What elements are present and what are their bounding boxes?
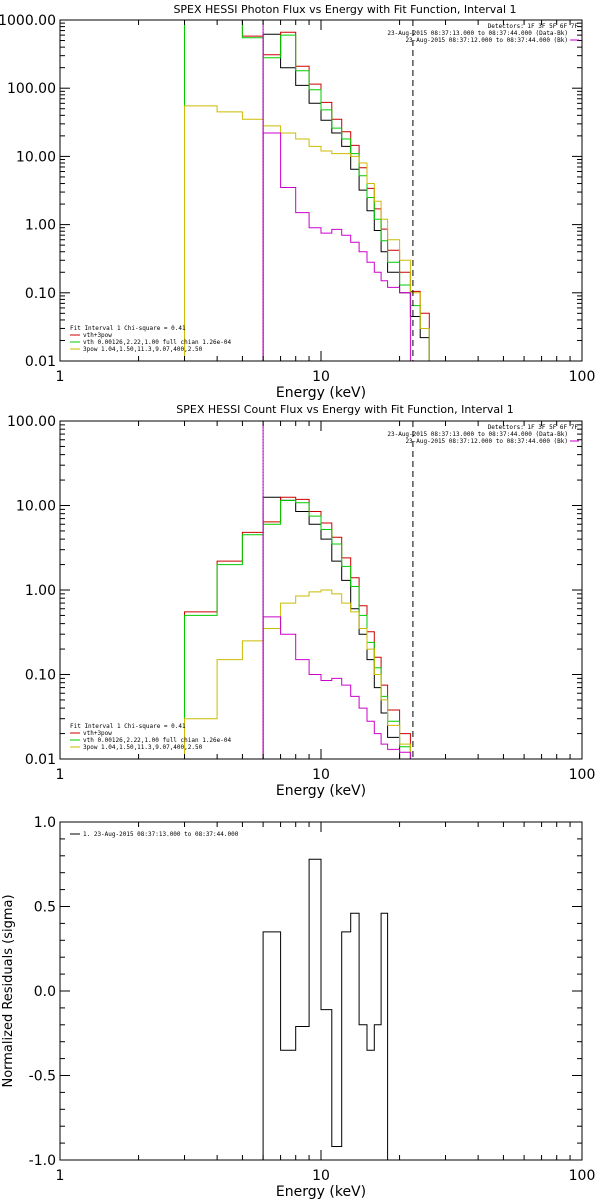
y-tick-label: 1.00 <box>25 583 56 599</box>
x-tick-label: 1 <box>56 369 65 385</box>
count-flux-title: SPEX HESSI Count Flux vs Energy with Fit… <box>176 403 513 416</box>
x-tick-label: 10 <box>312 1168 330 1184</box>
residuals-ticks <box>59 821 583 1161</box>
count-flux-info-block: Detectors: 1F 3F 5F 6F 7F 23-Aug-2015 08… <box>387 424 579 445</box>
y-tick-label: 1.0 <box>34 815 56 831</box>
x-tick-label: 1 <box>56 767 65 783</box>
time-label-data: 23-Aug-2015 08:37:13.000 to 08:37:44.000… <box>387 30 568 37</box>
legend-entry-vth3pow: vth+3pow <box>83 730 112 737</box>
count-flux-y-tick-labels: 0.01 0.10 1.00 10.00 100.00 <box>7 414 56 768</box>
y-tick-label: -0.5 <box>29 1069 56 1085</box>
photon-flux-x-axis-label: Energy (keV) <box>276 385 366 401</box>
legend-entry-vth: vth 0.00126,2.22,1.00 full chian 1.26e-0… <box>83 737 231 744</box>
series-residual-line <box>262 858 401 1160</box>
y-tick-label: 0.10 <box>25 286 56 302</box>
series-3pow-line <box>184 105 430 361</box>
time-label-data: 23-Aug-2015 08:37:13.000 to 08:37:44.000… <box>387 431 568 438</box>
legend-header: Fit Interval 1 Chi-square = 0.41 <box>70 325 186 332</box>
y-tick-label: 0.01 <box>25 354 56 370</box>
legend-entry-3pow: 3pow 1.04,1.50,11.3,9.07,400,2.50 <box>83 346 203 353</box>
series-data-bk-line <box>262 496 430 759</box>
x-tick-label: 100 <box>569 1168 596 1184</box>
photon-flux-legend: Fit Interval 1 Chi-square = 0.41 vth+3po… <box>70 325 231 353</box>
count-flux-x-axis-label: Energy (keV) <box>276 783 366 799</box>
count-flux-x-tick-labels: 1 10 100 <box>56 767 596 783</box>
x-tick-label: 100 <box>569 369 596 385</box>
series-bk-line <box>262 132 411 361</box>
photon-flux-y-tick-labels: 0.01 0.10 1.00 10.00 100.00 1000.00 <box>0 13 56 370</box>
series-3pow-line <box>184 589 430 759</box>
legend-entry-vth: vth 0.00126,2.22,1.00 full chian 1.26e-0… <box>83 339 231 346</box>
time-label-background: 23-Aug-2015 08:37:12.000 to 08:37:44.000… <box>405 37 568 44</box>
y-tick-label: 0.5 <box>34 900 56 916</box>
residuals-panel: -1.0 -0.5 0.0 0.5 1.0 1 10 100 Energy (k… <box>1 815 595 1200</box>
y-tick-label: 1000.00 <box>0 13 56 29</box>
photon-flux-ticks <box>59 19 583 362</box>
time-label-background: 23-Aug-2015 08:37:12.000 to 08:37:44.000… <box>405 438 568 445</box>
detectors-label: Detectors: 1F 3F 5F 6F 7F <box>488 23 579 30</box>
residuals-legend: 1. 23-Aug-2015 08:37:13.000 to 08:37:44.… <box>70 831 239 838</box>
x-tick-label: 10 <box>312 369 330 385</box>
y-tick-label: 100.00 <box>7 414 56 430</box>
residuals-legend-entry: 1. 23-Aug-2015 08:37:13.000 to 08:37:44.… <box>83 831 239 838</box>
photon-flux-title: SPEX HESSI Photon Flux vs Energy with Fi… <box>173 3 516 16</box>
y-tick-label: 0.0 <box>34 984 56 1000</box>
photon-flux-info-block: Detectors: 1F 3F 5F 6F 7F 23-Aug-2015 08… <box>387 23 579 44</box>
y-tick-label: 1.00 <box>25 218 56 234</box>
count-flux-legend: Fit Interval 1 Chi-square = 0.41 vth+3po… <box>70 723 231 751</box>
count-flux-panel: SPEX HESSI Count Flux vs Energy with Fit… <box>7 403 595 799</box>
photon-flux-series-layer <box>184 20 430 361</box>
y-tick-label: -1.0 <box>29 1153 56 1169</box>
detectors-label: Detectors: 1F 3F 5F 6F 7F <box>488 424 579 431</box>
legend-header: Fit Interval 1 Chi-square = 0.41 <box>70 723 186 730</box>
residuals-y-tick-labels: -1.0 -0.5 0.0 0.5 1.0 <box>29 815 56 1169</box>
legend-entry-vth3pow: vth+3pow <box>83 332 112 339</box>
count-flux-ticks <box>59 420 583 760</box>
residuals-x-tick-labels: 1 10 100 <box>56 1168 596 1184</box>
y-tick-label: 0.10 <box>25 668 56 684</box>
series-bk-line <box>262 616 411 759</box>
series-vth-3pow-line <box>184 20 430 361</box>
residuals-x-axis-label: Energy (keV) <box>276 1184 366 1200</box>
photon-flux-x-tick-labels: 1 10 100 <box>56 369 596 385</box>
y-tick-label: 10.00 <box>16 499 56 515</box>
x-tick-label: 1 <box>56 1168 65 1184</box>
x-tick-label: 10 <box>312 767 330 783</box>
series-data-bk-line <box>262 33 430 361</box>
x-tick-label: 100 <box>569 767 596 783</box>
y-tick-label: 0.01 <box>25 752 56 768</box>
series-vth-line <box>184 20 430 361</box>
y-tick-label: 10.00 <box>16 149 56 165</box>
count-flux-reference-lines <box>262 421 414 759</box>
residuals-y-axis-label: Normalized Residuals (sigma) <box>1 894 16 1087</box>
count-flux-series-layer <box>184 496 430 759</box>
residuals-series-layer <box>262 858 401 1160</box>
photon-flux-plot-frame <box>59 19 583 362</box>
legend-entry-3pow: 3pow 1.04,1.50,11.3,9.07,400,2.50 <box>83 744 203 751</box>
series-vth-line <box>184 499 430 759</box>
photon-flux-reference-lines <box>262 20 414 361</box>
y-tick-label: 100.00 <box>7 81 56 97</box>
photon-flux-panel: SPEX HESSI Photon Flux vs Energy with Fi… <box>0 3 595 401</box>
